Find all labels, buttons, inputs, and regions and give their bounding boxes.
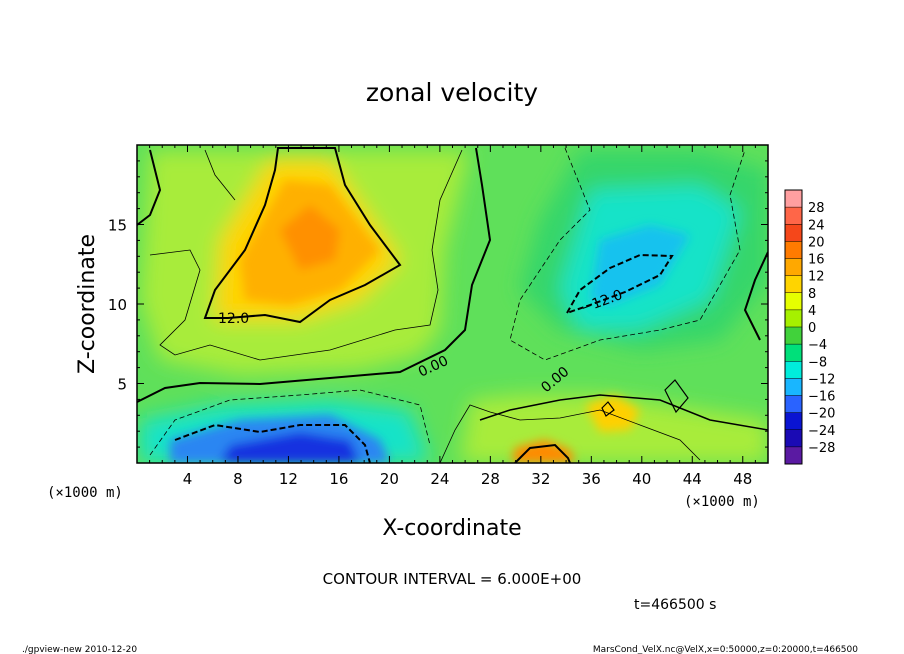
contour-line: [479, 394, 768, 431]
field-region: [585, 395, 640, 432]
field-region: [280, 205, 340, 270]
field-region: [590, 225, 690, 305]
colorbar-label: −20: [808, 407, 835, 422]
contour-line: [509, 147, 746, 361]
x-tick-label: 28: [481, 470, 500, 488]
chart-title: zonal velocity: [366, 78, 538, 107]
y-tick-label: 15: [108, 217, 127, 235]
x-tick-label: 24: [430, 470, 449, 488]
colorbar-label: 24: [808, 218, 825, 233]
contour-line: [203, 147, 402, 324]
colorbar-swatch: [785, 378, 802, 396]
colorbar-label: 0: [808, 321, 816, 336]
x-tick-label: 40: [632, 470, 651, 488]
contour-line: [137, 149, 162, 226]
colorbar-swatch: [785, 412, 802, 431]
contour-line: [601, 401, 615, 417]
colorbar-swatch: [785, 224, 802, 242]
x-unit-label-right: (×1000 m): [684, 494, 760, 510]
colorbar-label: 8: [808, 287, 816, 302]
colorbar-swatch: [785, 190, 802, 208]
x-tick-label: 44: [683, 470, 702, 488]
x-tick-label: 48: [733, 470, 752, 488]
contour-line: [137, 147, 492, 403]
contour-line: [149, 149, 463, 361]
colorbar-label: −16: [808, 390, 835, 405]
x-tick-label: 12: [279, 470, 298, 488]
colorbar-swatch: [785, 309, 802, 328]
colorbar-swatch: [785, 361, 802, 379]
colorbar-label: 4: [808, 304, 816, 319]
footer-left: ./gpview-new 2010-12-20: [22, 645, 137, 654]
footer-right: MarsCond_VelX.nc@VelX,x=0:50000,z=0:2000…: [593, 645, 858, 654]
contour-line: [514, 443, 571, 463]
y-axis: 5 10 15: [108, 144, 768, 464]
y-tick-label: 10: [108, 296, 127, 314]
field-region: [512, 440, 575, 463]
colorbar: 28 24 20 16 12 8 4 0 −4 −8 −12 −16 −20 −24 −28: [784, 189, 835, 465]
time-text: t=466500 s: [634, 597, 716, 613]
contour-line: [174, 423, 371, 463]
x-axis: 4 8 12 16 20 24 28 32 36 40 44 48: [136, 145, 769, 488]
x-tick-label: 8: [233, 470, 243, 488]
colorbar-label: −8: [808, 355, 827, 370]
colorbar-swatch: [785, 292, 802, 311]
colorbar-label: −12: [808, 372, 835, 387]
x-tick-label: 16: [329, 470, 348, 488]
contour-line: [149, 389, 431, 456]
x-tick-label: 20: [380, 470, 399, 488]
contour-line: [439, 404, 701, 463]
colorbar-swatch: [785, 327, 802, 345]
colorbar-label: −4: [808, 338, 827, 353]
contour-line: [204, 149, 236, 201]
x-axis-label: X-coordinate: [382, 516, 521, 541]
contour-line: [564, 253, 674, 315]
x-unit-label-left: (×1000 m): [47, 485, 123, 501]
x-tick-label: 4: [183, 470, 193, 488]
contour-label: 12.0: [218, 311, 249, 327]
colorbar-label: 12: [808, 270, 825, 285]
colorbar-label: 16: [808, 253, 825, 268]
colorbar-label: 20: [808, 235, 825, 250]
colorbar-swatch: [785, 275, 802, 294]
colorbar-label: 28: [808, 201, 825, 216]
field-region: [220, 432, 360, 463]
colorbar-swatch: [785, 395, 802, 414]
plot-area: [137, 145, 768, 463]
colorbar-swatch: [785, 258, 802, 277]
contour-line: [743, 251, 768, 341]
colorbar-label: −28: [808, 441, 835, 456]
colorbar-swatch: [785, 446, 802, 465]
colorbar-swatch: [785, 241, 802, 259]
contour-interval-text: CONTOUR INTERVAL = 6.000E+00: [323, 570, 582, 588]
colorbar-swatch: [785, 344, 802, 362]
colorbar-swatch: [785, 207, 802, 225]
colorbar-swatch: [785, 429, 802, 448]
x-tick-label: 36: [582, 470, 601, 488]
x-tick-label: 32: [531, 470, 550, 488]
y-tick-label: 5: [117, 376, 127, 394]
colorbar-label: −24: [808, 424, 835, 439]
y-axis-label: Z-coordinate: [75, 234, 100, 374]
contour-line: [664, 379, 689, 414]
